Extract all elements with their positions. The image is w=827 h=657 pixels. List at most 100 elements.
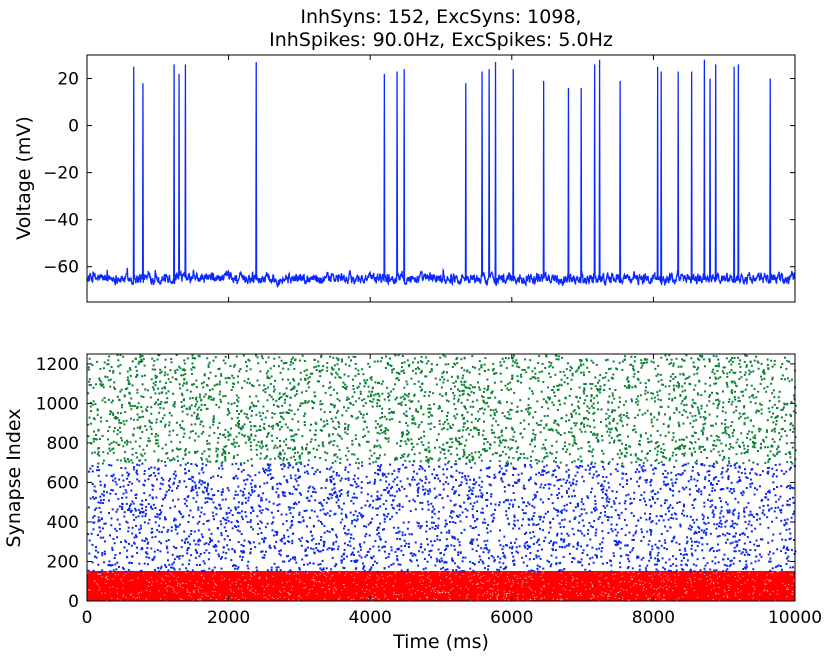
excitatory-spike-dot (720, 472, 723, 475)
excitatory-spike-dot (467, 498, 469, 501)
excitatory-spike-dot (735, 405, 738, 408)
excitatory-spike-dot (218, 367, 221, 370)
excitatory-spike-dot (398, 505, 401, 508)
excitatory-spike-dot (754, 472, 757, 475)
excitatory-spike-dot (387, 363, 389, 366)
excitatory-spike-dot (328, 530, 331, 533)
excitatory-spike-dot (588, 570, 591, 572)
excitatory-spike-dot (197, 540, 200, 543)
inhibitory-gap (267, 598, 269, 600)
excitatory-spike-dot (789, 466, 792, 469)
excitatory-spike-dot (673, 512, 676, 515)
excitatory-spike-dot (737, 512, 740, 515)
inhibitory-gap (139, 596, 141, 598)
inhibitory-gap (621, 575, 623, 577)
excitatory-spike-dot (124, 539, 127, 542)
excitatory-spike-dot (508, 503, 511, 506)
inhibitory-gap (742, 575, 744, 577)
excitatory-spike-dot (252, 404, 255, 407)
excitatory-spike-dot (675, 564, 678, 567)
excitatory-spike-dot (130, 509, 133, 512)
excitatory-spike-dot (615, 523, 618, 526)
excitatory-spike-dot (283, 464, 286, 467)
excitatory-spike-dot (386, 515, 388, 518)
excitatory-spike-dot (602, 505, 605, 507)
excitatory-spike-dot (487, 568, 489, 571)
excitatory-spike-dot (611, 411, 613, 414)
excitatory-spike-dot (126, 521, 129, 524)
excitatory-spike-dot (610, 564, 613, 567)
excitatory-spike-dot (205, 542, 208, 545)
excitatory-spike-dot (692, 506, 695, 509)
excitatory-spike-dot (188, 559, 191, 562)
excitatory-spike-dot (602, 377, 605, 380)
excitatory-spike-dot (357, 550, 360, 553)
inhibitory-gap (604, 578, 606, 579)
excitatory-spike-dot (247, 560, 250, 563)
excitatory-spike-dot (321, 523, 324, 525)
excitatory-spike-dot (633, 491, 636, 494)
excitatory-spike-dot (753, 359, 756, 362)
excitatory-spike-dot (195, 415, 198, 418)
inhibitory-gap (571, 586, 573, 588)
excitatory-spike-dot (141, 515, 144, 518)
excitatory-spike-dot (683, 503, 685, 506)
excitatory-spike-dot (132, 513, 135, 516)
inhibitory-gap (328, 585, 330, 587)
excitatory-spike-dot (490, 429, 493, 432)
excitatory-spike-dot (639, 394, 642, 397)
excitatory-spike-dot (480, 492, 483, 495)
excitatory-spike-dot (121, 503, 124, 506)
excitatory-spike-dot (756, 518, 759, 521)
excitatory-spike-dot (621, 477, 624, 480)
excitatory-spike-dot (718, 534, 721, 537)
excitatory-spike-dot (343, 525, 346, 527)
excitatory-spike-dot (751, 394, 753, 397)
excitatory-spike-dot (319, 501, 322, 504)
excitatory-spike-dot (437, 517, 440, 520)
excitatory-spike-dot (131, 447, 134, 450)
excitatory-spike-dot (378, 498, 381, 500)
excitatory-spike-dot (607, 519, 610, 522)
excitatory-spike-dot (725, 501, 728, 504)
excitatory-spike-dot (592, 465, 595, 468)
excitatory-spike-dot (181, 563, 184, 566)
excitatory-spike-dot (580, 422, 582, 425)
excitatory-spike-dot (417, 400, 420, 403)
excitatory-spike-dot (668, 385, 671, 388)
excitatory-spike-dot (304, 570, 307, 573)
inhibitory-gap (477, 599, 479, 601)
voltage-yaxis-ticks: 200−20−40−60 (43, 70, 795, 278)
inhibitory-gap (249, 590, 251, 591)
excitatory-spike-dot (398, 508, 401, 511)
inhibitory-gap (138, 592, 140, 594)
inhibitory-gap (647, 598, 649, 600)
excitatory-spike-dot (427, 360, 430, 363)
excitatory-spike-dot (96, 413, 99, 416)
excitatory-spike-dot (537, 555, 540, 558)
excitatory-spike-dot (722, 570, 724, 573)
excitatory-spike-dot (291, 519, 294, 522)
excitatory-spike-dot (198, 538, 201, 541)
excitatory-spike-dot (598, 547, 601, 550)
excitatory-spike-dot (683, 488, 686, 491)
excitatory-spike-dot (264, 526, 267, 529)
excitatory-spike-dot (769, 557, 772, 560)
excitatory-spike-dot (521, 436, 524, 439)
excitatory-spike-dot (110, 474, 113, 477)
inhibitory-gap (532, 579, 534, 580)
excitatory-spike-dot (562, 555, 565, 558)
excitatory-spike-dot (681, 486, 684, 489)
inhibitory-gap (288, 598, 290, 600)
excitatory-spike-dot (510, 462, 513, 465)
excitatory-spike-dot (99, 530, 102, 533)
excitatory-spike-dot (237, 396, 240, 399)
excitatory-spike-dot (186, 569, 189, 572)
excitatory-spike-dot (241, 501, 244, 504)
excitatory-spike-dot (358, 444, 361, 447)
excitatory-spike-dot (501, 548, 504, 551)
excitatory-spike-dot (334, 491, 337, 494)
excitatory-spike-dot (93, 508, 96, 511)
excitatory-spike-dot (444, 519, 447, 522)
excitatory-spike-dot (689, 568, 692, 571)
